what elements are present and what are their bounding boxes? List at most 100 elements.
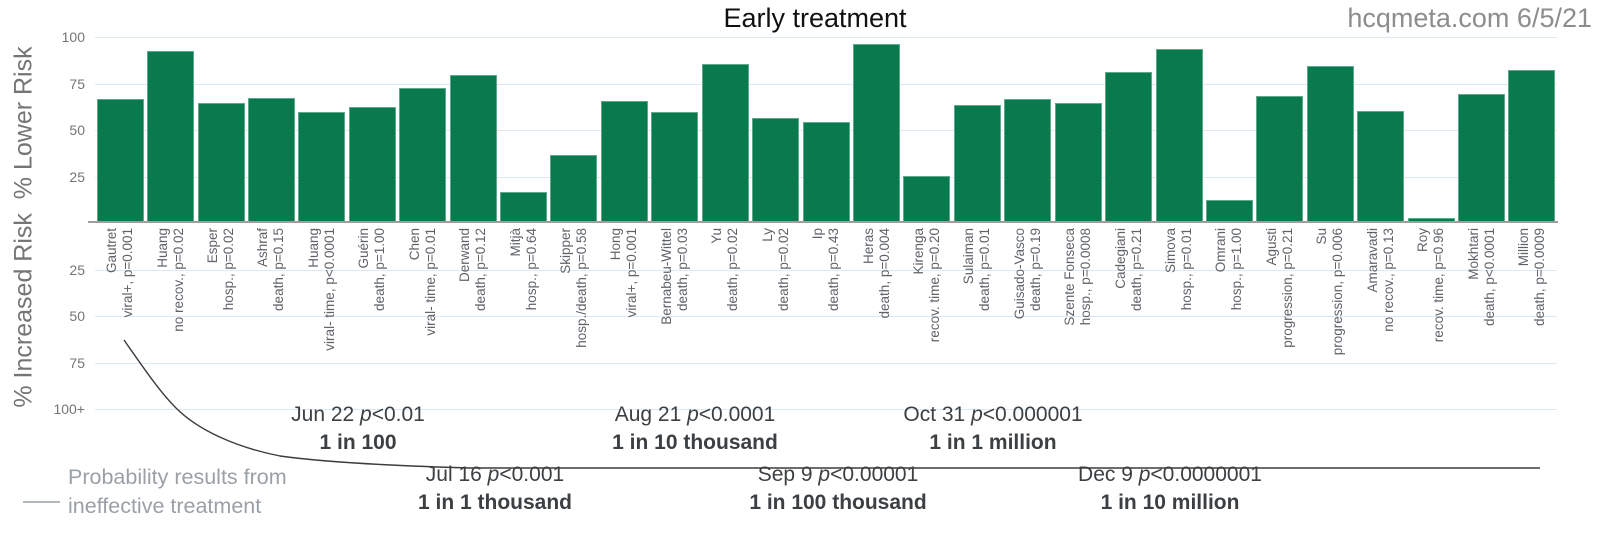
milestone-probability: 1 in 1 thousand [417, 491, 573, 514]
chart-bar[interactable] [1105, 72, 1153, 222]
study-outcome: death, p=0.03 [674, 228, 690, 311]
gridline [95, 316, 1557, 317]
milestone-date-p: Dec 9 p<0.0000001 [1078, 463, 1262, 486]
study-name: Ashraf [255, 228, 271, 268]
chart-bar[interactable] [651, 112, 699, 222]
x-axis-label: Amaravadi no recov., p=0.13 [1365, 228, 1397, 398]
milestone-date-p: Oct 31 p<0.000001 [903, 403, 1083, 426]
x-axis-label: Huang no recov., p=0.02 [155, 228, 187, 398]
study-name: Guisado-Vasco [1011, 228, 1027, 320]
x-axis-label: Sulaiman death, p=0.01 [961, 228, 993, 398]
chart-bar[interactable] [752, 118, 800, 222]
chart-bar[interactable] [1407, 218, 1455, 222]
p-italic: p [360, 403, 372, 426]
y-tick-label: 25 [69, 169, 85, 185]
study-name: Heras [860, 228, 876, 265]
study-name: Amaravadi [1364, 228, 1380, 293]
legend-label-line1: Probability results from [68, 465, 287, 489]
study-outcome: hosp., p=1.00 [1229, 228, 1245, 311]
chart-bar[interactable] [1155, 49, 1203, 222]
chart-bar[interactable] [147, 51, 195, 222]
chart-bar[interactable] [953, 105, 1001, 222]
chart-bar[interactable] [247, 98, 295, 222]
milestone-annotation: Jul 16 p<0.001 1 in 1 thousand [418, 463, 572, 515]
milestone-annotation: Jun 22 p<0.01 1 in 100 [291, 403, 425, 455]
chart-bar[interactable] [600, 101, 648, 222]
chart-bar[interactable] [298, 112, 346, 222]
x-axis-label: Omrani hosp., p=1.00 [1213, 228, 1245, 398]
chart-bar[interactable] [1256, 96, 1304, 222]
chart-bar[interactable] [1357, 111, 1405, 222]
y-tick-label: 75 [69, 76, 85, 92]
milestone-probability: 1 in 10 thousand [612, 431, 778, 454]
chart-bar[interactable] [550, 155, 598, 222]
p-italic: p [687, 403, 699, 426]
study-outcome: viral- time, p=0.01 [422, 228, 438, 336]
chart-bar[interactable] [1004, 99, 1052, 222]
chart-bar[interactable] [802, 122, 850, 222]
gridline [95, 84, 1557, 85]
milestone-annotation: Aug 21 p<0.0001 1 in 10 thousand [612, 403, 778, 455]
study-outcome: death, p=1.00 [372, 228, 388, 311]
study-outcome: viral+, p=0.001 [624, 228, 640, 318]
p-italic: p [487, 463, 500, 486]
milestone-probability: 1 in 10 million [1100, 491, 1240, 514]
chart-bar[interactable] [1054, 103, 1102, 222]
chart-bar[interactable] [96, 99, 144, 222]
study-outcome: hosp., p=0.01 [1179, 228, 1195, 311]
study-outcome: hosp., p=0.64 [523, 228, 539, 311]
study-outcome: no recov., p=0.13 [1380, 228, 1396, 332]
x-axis-label: Heras death, p=0.004 [861, 228, 893, 398]
x-axis-label: Ly death, p=0.02 [760, 228, 792, 398]
study-outcome: death, p=0.15 [271, 228, 287, 311]
chart-bar[interactable] [1306, 66, 1354, 222]
study-name: Roy [1415, 228, 1431, 253]
x-axis-label: Ashraf death, p=0.15 [255, 228, 287, 398]
study-name: Million [1515, 228, 1531, 267]
y-tick-label: 25 [69, 262, 85, 278]
study-outcome: hosp./death, p=0.58 [573, 228, 589, 348]
study-outcome: progression, p=0.006 [1330, 228, 1346, 356]
study-name: Szente Fonseca [1062, 228, 1078, 326]
x-axis-label: Ip death, p=0.43 [810, 228, 842, 398]
chart-bar[interactable] [449, 75, 497, 222]
p-italic: p [1138, 463, 1151, 486]
legend-label-line2: ineffective treatment [68, 494, 262, 518]
study-name: Simova [1163, 228, 1179, 274]
chart-bar[interactable] [1458, 94, 1506, 222]
milestone-date-p: Jun 22 p<0.01 [291, 403, 425, 426]
p-italic: p [971, 403, 983, 426]
x-axis-label: Su progression, p=0.006 [1314, 228, 1346, 398]
x-axis-label: Guisado-Vasco death, p=0.19 [1012, 228, 1044, 398]
study-outcome: death, p=0.43 [826, 228, 842, 311]
chart-bar[interactable] [1508, 70, 1556, 222]
y-tick-label: 100 [61, 29, 85, 45]
study-outcome: death, p=0.02 [725, 228, 741, 311]
study-name: Derwand [457, 228, 473, 283]
chart-bar[interactable] [348, 107, 396, 222]
p-italic: p [818, 463, 831, 486]
chart-bar[interactable] [1205, 200, 1253, 222]
x-axis-label: Mitjà hosp., p=0.64 [508, 228, 540, 398]
chart-bar[interactable] [500, 192, 548, 222]
chart-bar[interactable] [197, 103, 245, 222]
study-name: Gautret [104, 228, 120, 274]
milestone-date-p: Aug 21 p<0.0001 [614, 403, 776, 426]
x-axis-label: Bernabeu-Wittel death, p=0.03 [659, 228, 691, 398]
chart-bar[interactable] [903, 176, 951, 222]
study-outcome: death, p=0.19 [1027, 228, 1043, 311]
x-axis-label: Derwand death, p=0.12 [457, 228, 489, 398]
study-name: Bernabeu-Wittel [658, 228, 674, 325]
study-name: Sulaiman [961, 228, 977, 285]
chart-bar[interactable] [701, 64, 749, 222]
milestone-date-p: Jul 16 p<0.001 [425, 463, 565, 486]
study-outcome: death, p=0.12 [473, 228, 489, 311]
chart-bar[interactable] [853, 44, 900, 222]
study-name: Ly [759, 228, 775, 242]
study-name: Ip [810, 228, 826, 240]
study-name: Su [1314, 228, 1330, 245]
chart-bar[interactable] [399, 88, 447, 222]
chart-title: Early treatment [723, 3, 907, 33]
